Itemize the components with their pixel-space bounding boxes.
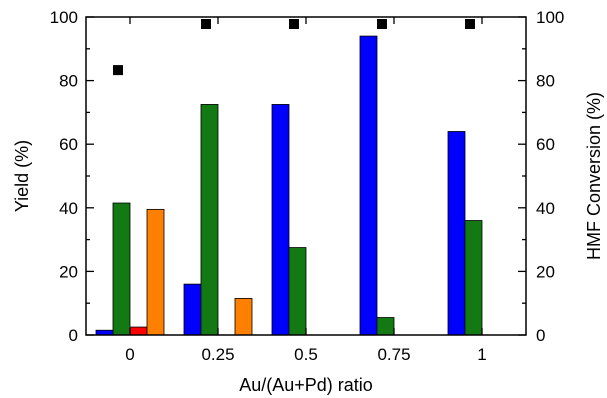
x-tick-label-0: 0 <box>125 345 134 364</box>
y2-tick-label-40: 40 <box>536 199 555 218</box>
bar-series-2-0 <box>112 202 131 336</box>
y-tick-label-100: 100 <box>50 8 78 27</box>
conversion-marker-0 <box>113 65 123 76</box>
x-axis-title: Au/(Au+Pd) ratio <box>239 375 373 395</box>
bar-series-2-1 <box>464 220 483 336</box>
y2-tick-label-60: 60 <box>536 135 555 154</box>
x-tick-label-0.25: 0.25 <box>201 345 234 364</box>
bar-series-4-0 <box>146 208 165 336</box>
y-tick-label-40: 40 <box>59 199 78 218</box>
bar-series-4-0.25 <box>234 298 253 336</box>
x-tick-label-0.5: 0.5 <box>294 345 318 364</box>
y2-axis-title: HMF Conversion (%) <box>584 92 604 260</box>
bar-series-1-0.25 <box>183 283 202 336</box>
conversion-marker-0.25 <box>201 19 211 29</box>
bar-series-1-0.75 <box>359 35 378 336</box>
y2-tick-label-0: 0 <box>536 326 545 345</box>
conversion-marker-1 <box>465 19 475 29</box>
y-axis-title: Yield (%) <box>12 140 32 212</box>
conversion-marker-0.5 <box>289 19 299 29</box>
y-tick-label-80: 80 <box>59 72 78 91</box>
bar-series-1-0.5 <box>271 104 290 336</box>
y2-tick-label-100: 100 <box>536 8 564 27</box>
y-tick-label-60: 60 <box>59 135 78 154</box>
bar-series-2-0.25 <box>200 104 219 336</box>
y2-tick-label-80: 80 <box>536 72 555 91</box>
x-tick-label-0.75: 0.75 <box>377 345 410 364</box>
ticks-layer <box>86 16 526 336</box>
y2-tick-label-20: 20 <box>536 262 555 281</box>
tick-labels-layer: 0 20 40 60 80 100 0 20 40 60 80 100 0 0.25 0.5 0.75 1 <box>50 8 565 364</box>
conversion-marker-0.75 <box>377 19 387 29</box>
bar-series-2-0.75 <box>376 317 395 336</box>
bar-series-2-0.5 <box>288 247 307 336</box>
conversion-markers-layer <box>113 19 475 76</box>
bar-series-3-0 <box>129 326 148 336</box>
bar-series-1-1 <box>447 131 466 336</box>
bars-layer <box>95 35 483 336</box>
y-tick-label-20: 20 <box>59 262 78 281</box>
x-tick-label-1: 1 <box>477 345 486 364</box>
y-tick-label-0: 0 <box>69 326 78 345</box>
